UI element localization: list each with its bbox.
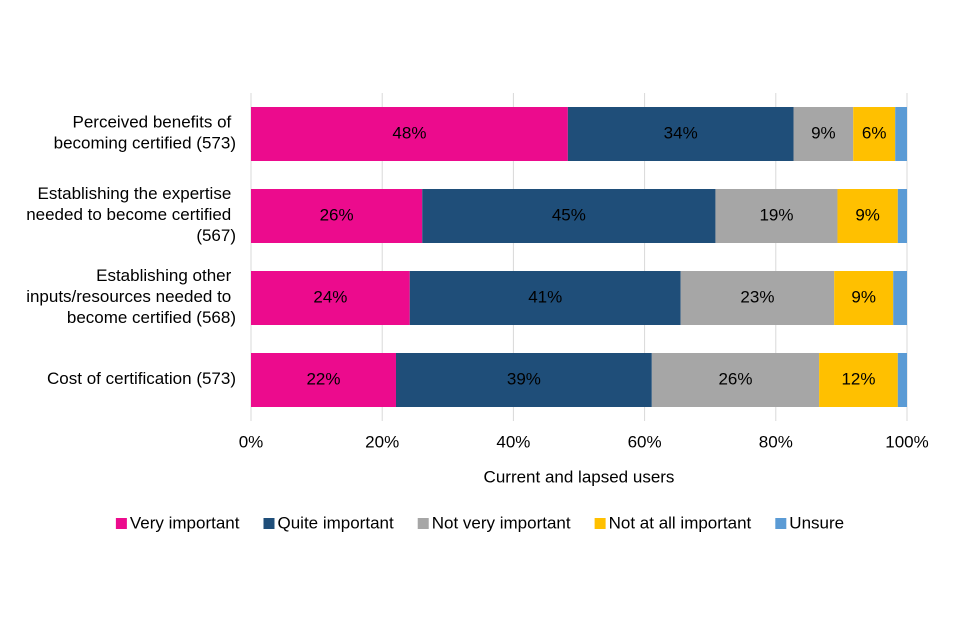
bar-segment [715,189,838,243]
y-tick-label: Cost of certification (573) [47,369,236,388]
label-line: needed to become certified [26,205,236,224]
data-label: 48% [392,123,426,142]
data-label: 9% [855,205,880,224]
label-line: inputs/resources needed to [26,287,236,306]
legend-label: Not at all important [609,513,752,532]
bar-segment [895,107,907,161]
data-label: 45% [552,205,586,224]
legend-swatch [115,518,127,529]
label-line: Perceived benefits of [73,113,236,132]
bar-segment [251,353,396,407]
data-label: 9% [851,287,876,306]
label-line: become certified (568) [67,308,236,327]
legend-label: Unsure [789,513,844,532]
label-line: Cost of certification (573) [47,369,236,388]
data-label: 6% [862,123,887,142]
legend-swatch [775,518,787,529]
x-tick-label: 40% [496,432,530,451]
label-line: Establishing the expertise [38,184,236,203]
bar-segment [680,271,835,325]
legend-swatch [417,518,429,529]
bar-segment [793,107,854,161]
data-label: 34% [664,123,698,142]
y-tick-label: Establishing other inputs/resources need… [26,266,236,327]
data-label: 9% [811,123,836,142]
bar-segment [395,353,652,407]
bar-segment [897,189,907,243]
x-tick-label: 20% [365,432,399,451]
data-label: 41% [528,287,562,306]
bar-segment [834,271,894,325]
label-line: Establishing other [96,266,236,285]
bar-segment [651,353,820,407]
legend-label: Very important [130,513,240,532]
data-label: 26% [718,369,752,388]
bar-segment [897,353,907,407]
bar-segment [819,353,898,407]
label-line: becoming certified (573) [54,134,236,153]
y-tick-label: Establishing the expertise needed to bec… [26,184,236,245]
y-tick-label: Perceived benefits of becoming certified… [54,113,236,153]
bar-segment [409,271,681,325]
bar-segment [422,189,716,243]
x-tick-label: 60% [628,432,662,451]
bar-segment [853,107,896,161]
bar-segment [893,271,907,325]
data-label: 26% [320,205,354,224]
legend-swatch [263,518,275,529]
x-tick-label: 80% [759,432,793,451]
bar-segment [251,107,568,161]
bar-segment [251,271,410,325]
data-label: 12% [841,369,875,388]
legend-label: Not very important [432,513,571,532]
x-axis-title: Current and lapsed users [484,467,675,486]
x-tick-label: 100% [885,432,928,451]
data-label: 19% [759,205,793,224]
data-label: 22% [306,369,340,388]
data-label: 39% [507,369,541,388]
bar-segment [567,107,794,161]
data-label: 23% [740,287,774,306]
legend-label: Quite important [277,513,393,532]
data-label: 24% [313,287,347,306]
bar-segment [251,189,423,243]
legend-swatch [594,518,606,529]
x-tick-label: 0% [239,432,264,451]
label-line: (567) [196,226,236,245]
bar-segment [837,189,898,243]
